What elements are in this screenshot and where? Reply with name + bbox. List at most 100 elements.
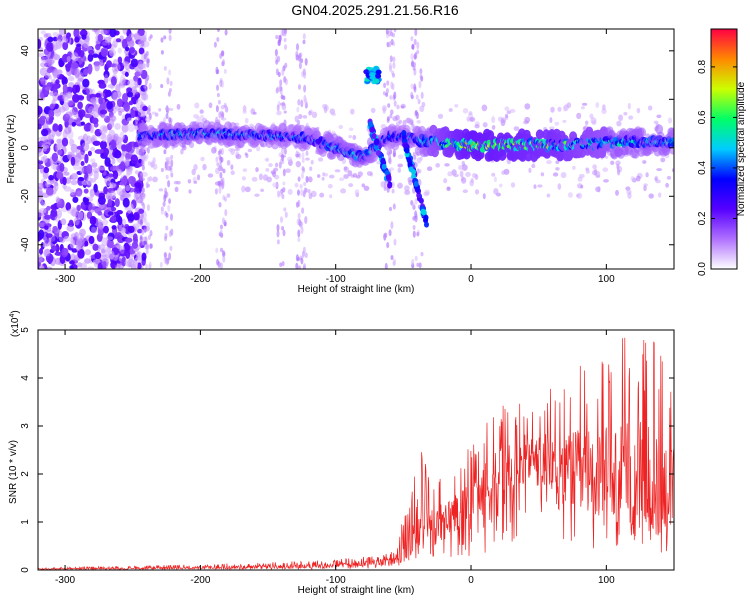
heatmap-cell (88, 105, 95, 115)
heatmap-cell (216, 84, 219, 91)
heatmap-cell (279, 79, 283, 87)
heatmap-cell (142, 112, 146, 118)
heatmap-cell (121, 144, 128, 152)
heatmap-cell (230, 170, 235, 175)
colorbar-tick-label: 0.2 (697, 211, 708, 225)
heatmap-cell (318, 157, 324, 162)
heatmap-cell (60, 219, 67, 225)
heatmap-cell (134, 182, 142, 188)
heatmap-cell (385, 29, 389, 35)
heatmap-cell (224, 29, 228, 36)
heatmap-cell (275, 162, 279, 168)
heatmap-cell (276, 104, 280, 112)
heatmap-cell (214, 181, 221, 186)
heatmap-cell (566, 102, 572, 108)
heatmap-cell (340, 188, 347, 194)
heatmap-cell (220, 117, 227, 121)
heatmap-cell (275, 34, 279, 40)
heatmap-cell (70, 52, 79, 62)
heatmap-cell (199, 109, 204, 114)
heatmap-cell (47, 36, 54, 43)
heatmap-cell (97, 262, 103, 269)
heatmap-cell (328, 174, 335, 179)
heatmap-cell (99, 109, 108, 115)
heatmap-cell (134, 170, 140, 175)
heatmap-cell (52, 123, 59, 132)
heatmap-cell (618, 114, 624, 122)
heatmap-cell (638, 127, 647, 138)
heatmap-cell (139, 69, 143, 75)
heatmap-cell (555, 167, 560, 171)
heatmap-cell (657, 192, 662, 198)
heatmap-cell (279, 262, 283, 267)
heatmap-cell (67, 151, 73, 160)
heatmap-cell (140, 92, 149, 101)
heatmap-cell (128, 100, 134, 106)
spectrogram-heatmap (38, 29, 674, 269)
heatmap-cell (420, 91, 424, 99)
heatmap-cell (39, 265, 45, 269)
heatmap-cell (79, 165, 85, 174)
heatmap-cell (145, 247, 149, 255)
heatmap-cell (411, 202, 415, 210)
heatmap-cell (223, 68, 227, 74)
heatmap-cell (84, 249, 92, 256)
heatmap-cell (554, 121, 560, 126)
heatmap-cell (145, 263, 148, 269)
x-tick-label: 0 (468, 575, 474, 586)
heatmap-cell (383, 82, 387, 89)
heatmap-cell (163, 149, 167, 155)
heatmap-cell (79, 228, 86, 237)
heatmap-cell (392, 203, 396, 210)
heatmap-cell (38, 146, 42, 154)
heatmap-cell (221, 177, 225, 185)
heatmap-cell (188, 189, 192, 194)
heatmap-cell (38, 160, 44, 165)
heatmap-cell (160, 50, 164, 55)
heatmap-cell (145, 154, 149, 159)
heatmap-cell (256, 146, 261, 152)
heatmap-cell (300, 225, 304, 234)
heatmap-cell (83, 188, 89, 194)
heatmap-cell (103, 225, 109, 234)
heatmap-cell (244, 186, 251, 193)
heatmap-cell (70, 156, 76, 166)
heatmap-cell (89, 123, 94, 134)
heatmap-cell (84, 153, 89, 164)
heatmap-cell (669, 129, 674, 140)
heatmap-cell (446, 186, 451, 192)
heatmap-cell (85, 88, 93, 95)
heatmap-cell (76, 190, 82, 198)
heatmap-cell (533, 184, 537, 189)
heatmap-cell (295, 153, 300, 158)
heatmap-cell (282, 229, 286, 237)
heatmap-cell (471, 172, 477, 179)
heatmap-cell (94, 61, 100, 72)
heatmap-cell (493, 176, 497, 183)
heatmap-cell (167, 91, 171, 97)
heatmap-cell (437, 113, 444, 119)
snr-frame (37, 329, 675, 571)
heatmap-cell (393, 100, 397, 107)
heatmap-cell (68, 219, 74, 226)
heatmap-cell (412, 230, 416, 238)
heatmap-cell (461, 176, 467, 184)
heatmap-cell (513, 126, 520, 131)
heatmap-cell (387, 182, 393, 189)
heatmap-cell (226, 193, 231, 198)
x-tick-label: -200 (190, 575, 210, 586)
x-tick-label: 100 (598, 274, 615, 285)
heatmap-cell (146, 74, 150, 81)
heatmap-cell (66, 55, 71, 63)
heatmap-cell (86, 135, 92, 145)
heatmap-cell (52, 91, 60, 102)
heatmap-cell (90, 146, 96, 152)
heatmap-cell (43, 166, 50, 174)
heatmap-cell (56, 143, 64, 149)
heatmap-cell (295, 262, 299, 269)
heatmap-cell (224, 208, 228, 217)
heatmap-cell (59, 162, 65, 172)
heatmap-cell (193, 180, 198, 184)
heatmap-cell (295, 201, 299, 208)
heatmap-cell (308, 192, 313, 200)
